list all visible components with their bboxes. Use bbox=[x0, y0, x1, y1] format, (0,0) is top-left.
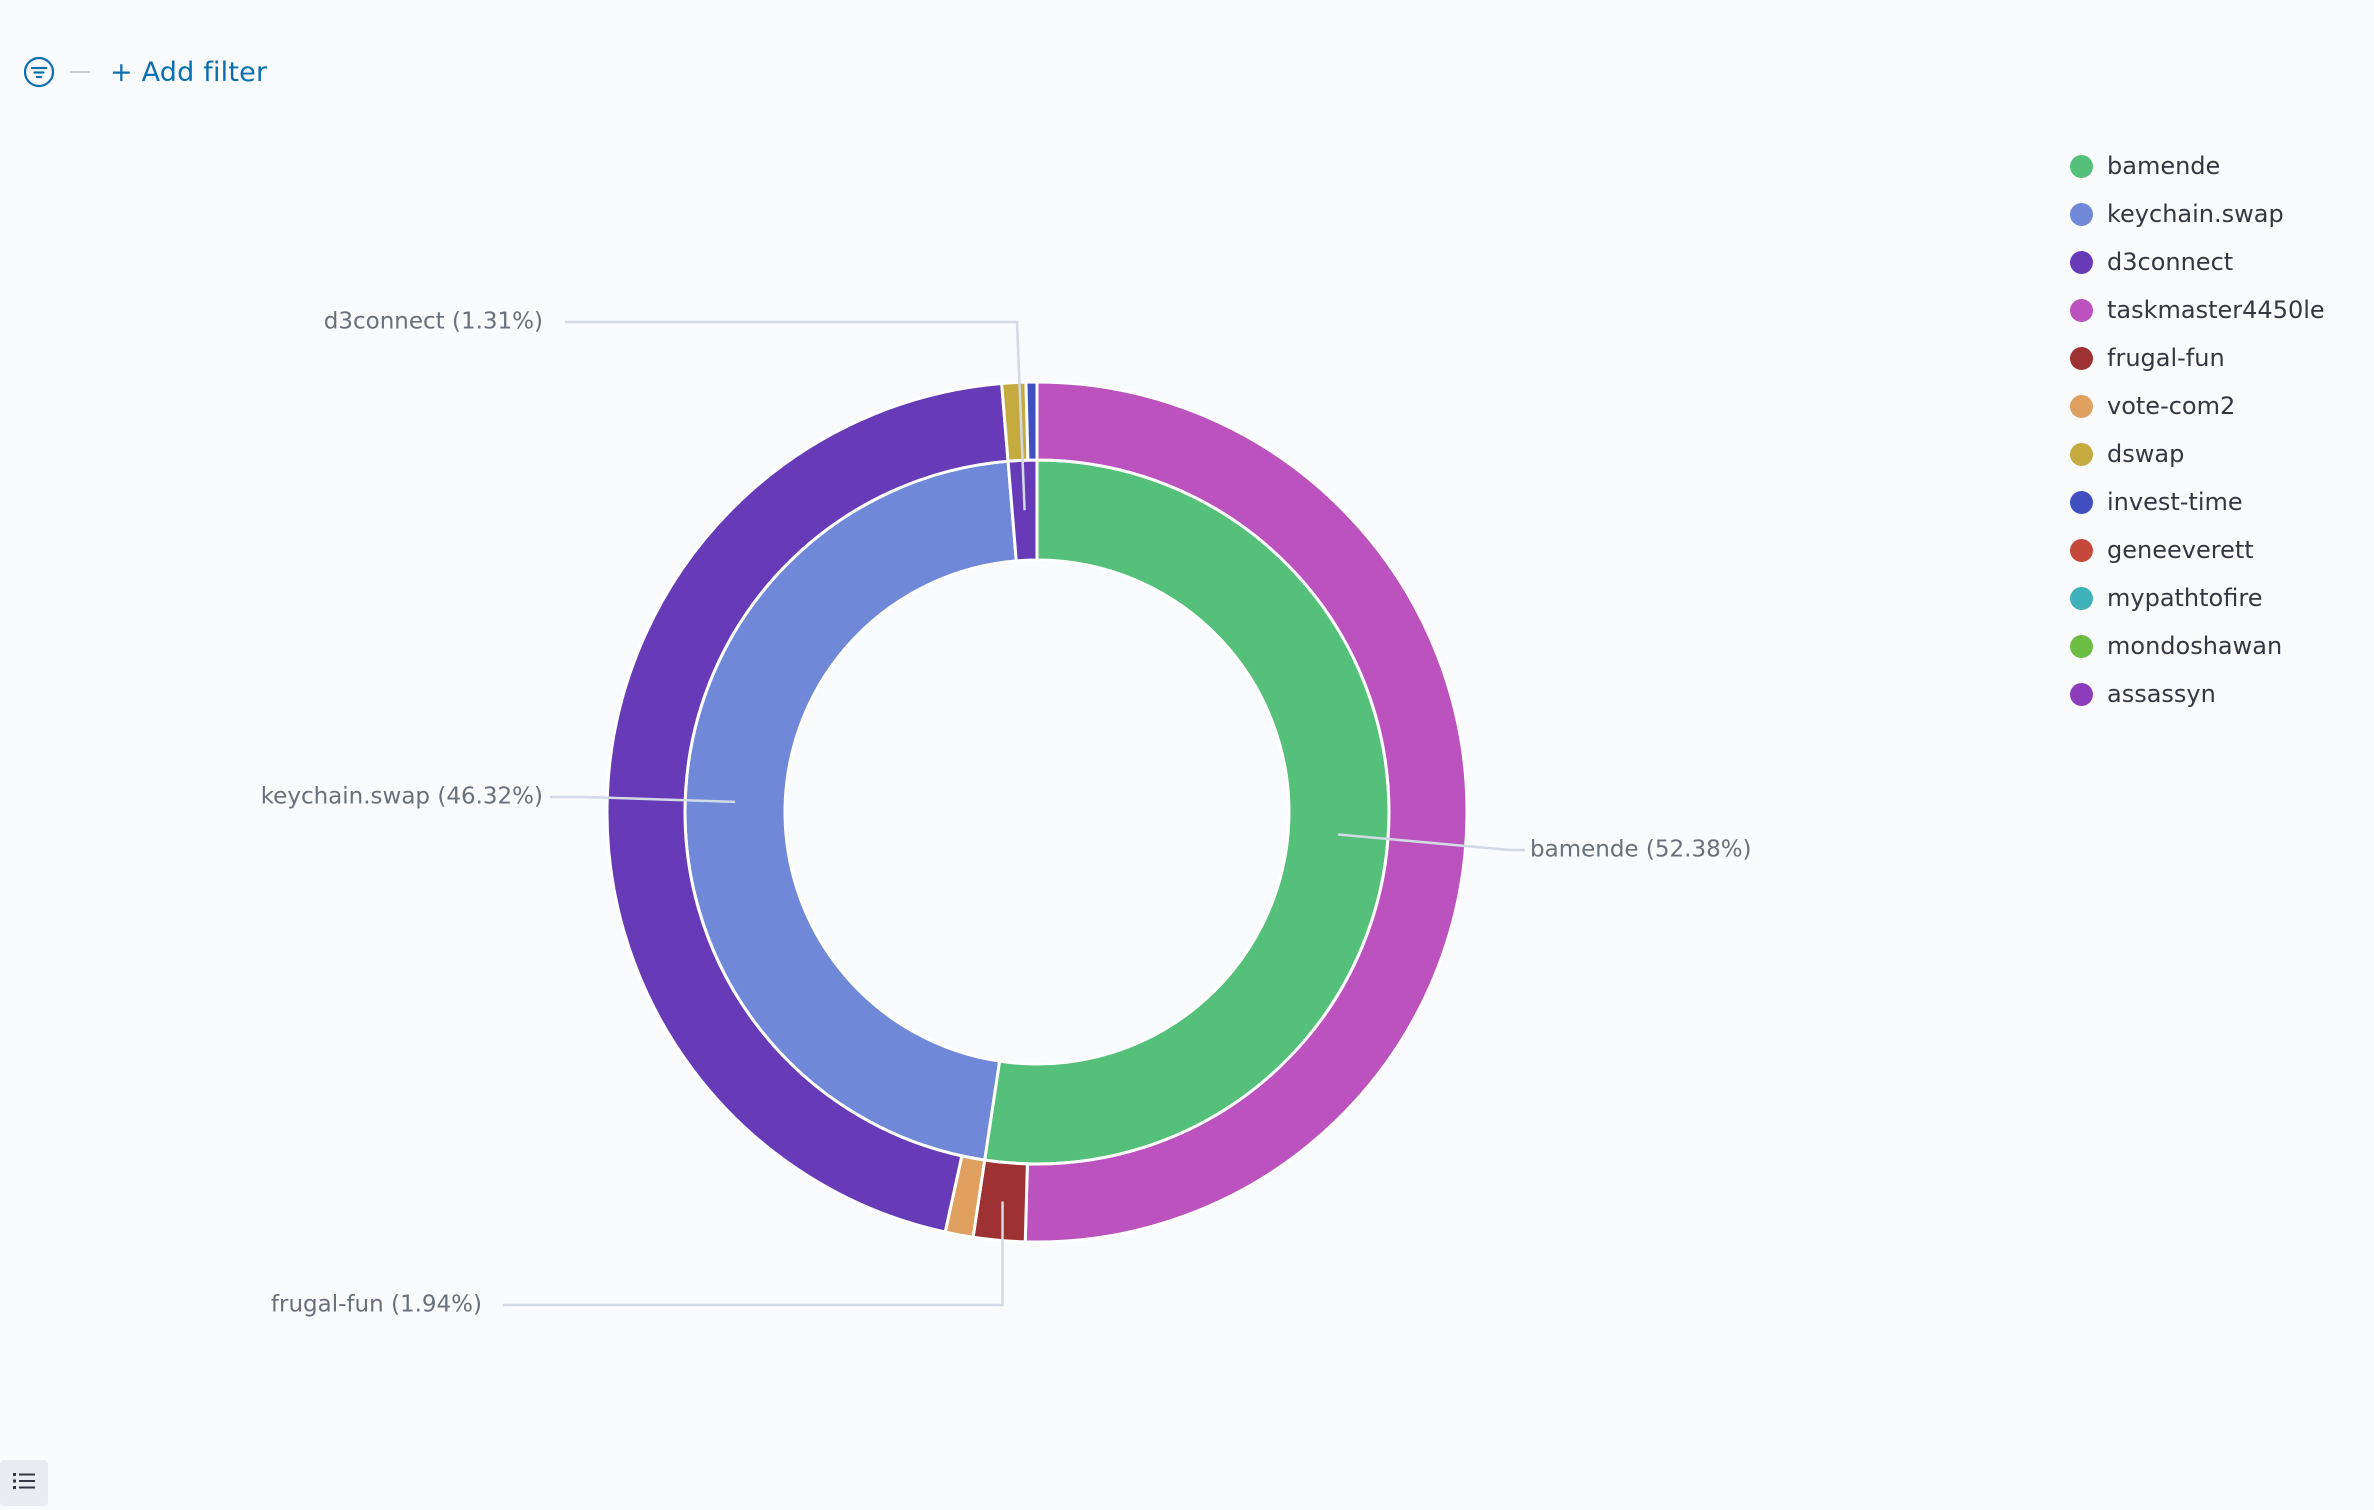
legend-label: geneeverett bbox=[2107, 536, 2254, 564]
outer-slice-dswap[interactable] bbox=[1000, 380, 1030, 463]
leader-lines bbox=[503, 320, 1525, 1307]
legend-swatch bbox=[2070, 202, 2093, 226]
legend-item-assassyn[interactable]: assassyn bbox=[2070, 670, 2360, 718]
legend-swatch bbox=[2070, 250, 2093, 274]
filter-divider bbox=[70, 71, 90, 73]
legend-label: d3connect bbox=[2107, 248, 2234, 276]
legend-label: assassyn bbox=[2107, 680, 2216, 708]
inner-ring bbox=[683, 458, 1391, 1166]
legend-swatch bbox=[2070, 634, 2093, 658]
slice-bamende-label: bamende (52.38%) bbox=[1530, 837, 1752, 863]
legend-label: invest-time bbox=[2107, 488, 2243, 516]
add-filter-button[interactable]: + Add filter bbox=[110, 56, 268, 88]
legend-swatch bbox=[2070, 346, 2093, 370]
legend-item-keychain-swap[interactable]: keychain.swap bbox=[2070, 190, 2360, 238]
legend-swatch bbox=[2070, 394, 2093, 418]
slice-d3connect-leader-line bbox=[565, 320, 1026, 511]
legend-label: vote-com2 bbox=[2107, 392, 2236, 420]
chart-legend: bamende keychain.swap d3connect taskmaster4… bbox=[2070, 142, 2360, 718]
slice-labels: bamende (52.38%) keychain.swap (46.32%) d3… bbox=[261, 309, 1752, 1318]
legend-swatch bbox=[2070, 586, 2093, 610]
legend-item-frugal-fun[interactable]: frugal-fun bbox=[2070, 334, 2360, 382]
outer-slice-invest-time[interactable] bbox=[1024, 380, 1039, 462]
legend-item-mypathtofire[interactable]: mypathtofire bbox=[2070, 574, 2360, 622]
legend-item-dswap[interactable]: dswap bbox=[2070, 430, 2360, 478]
slice-frugal-fun-leader-line bbox=[503, 1201, 1004, 1307]
legend-item-mondoshawan[interactable]: mondoshawan bbox=[2070, 622, 2360, 670]
filter-icon[interactable] bbox=[22, 55, 56, 89]
legend-swatch bbox=[2070, 538, 2093, 562]
outer-slice-taskmaster4450le[interactable] bbox=[1023, 380, 1469, 1244]
legend-item-geneeverett[interactable]: geneeverett bbox=[2070, 526, 2360, 574]
legend-label: bamende bbox=[2107, 152, 2221, 180]
legend-label: keychain.swap bbox=[2107, 200, 2284, 228]
slice-keychain-swap-label: keychain.swap (46.32%) bbox=[261, 784, 543, 810]
slice-d3connect-label: d3connect (1.31%) bbox=[324, 309, 543, 335]
legend-swatch bbox=[2070, 490, 2093, 514]
legend-toggle-button[interactable] bbox=[0, 1460, 48, 1506]
legend-label: mypathtofire bbox=[2107, 584, 2263, 612]
legend-swatch bbox=[2070, 154, 2093, 178]
filter-bar: + Add filter bbox=[22, 54, 267, 90]
legend-swatch bbox=[2070, 442, 2093, 466]
legend-item-taskmaster4450le[interactable]: taskmaster4450le bbox=[2070, 286, 2360, 334]
slice-keychain-swap-leader-line bbox=[550, 795, 736, 804]
slice-bamende-leader-line bbox=[1338, 833, 1525, 852]
list-icon bbox=[11, 1469, 37, 1497]
legend-item-bamende[interactable]: bamende bbox=[2070, 142, 2360, 190]
legend-label: taskmaster4450le bbox=[2107, 296, 2325, 324]
legend-item-vote-com2[interactable]: vote-com2 bbox=[2070, 382, 2360, 430]
slice-frugal-fun-label: frugal-fun (1.94%) bbox=[271, 1292, 482, 1318]
legend-item-d3connect[interactable]: d3connect bbox=[2070, 238, 2360, 286]
legend-item-invest-time[interactable]: invest-time bbox=[2070, 478, 2360, 526]
legend-label: mondoshawan bbox=[2107, 632, 2283, 660]
outer-slice-d3connect[interactable] bbox=[605, 381, 1010, 1234]
legend-swatch bbox=[2070, 298, 2093, 322]
legend-swatch bbox=[2070, 682, 2093, 706]
legend-label: frugal-fun bbox=[2107, 344, 2225, 372]
legend-label: dswap bbox=[2107, 440, 2185, 468]
